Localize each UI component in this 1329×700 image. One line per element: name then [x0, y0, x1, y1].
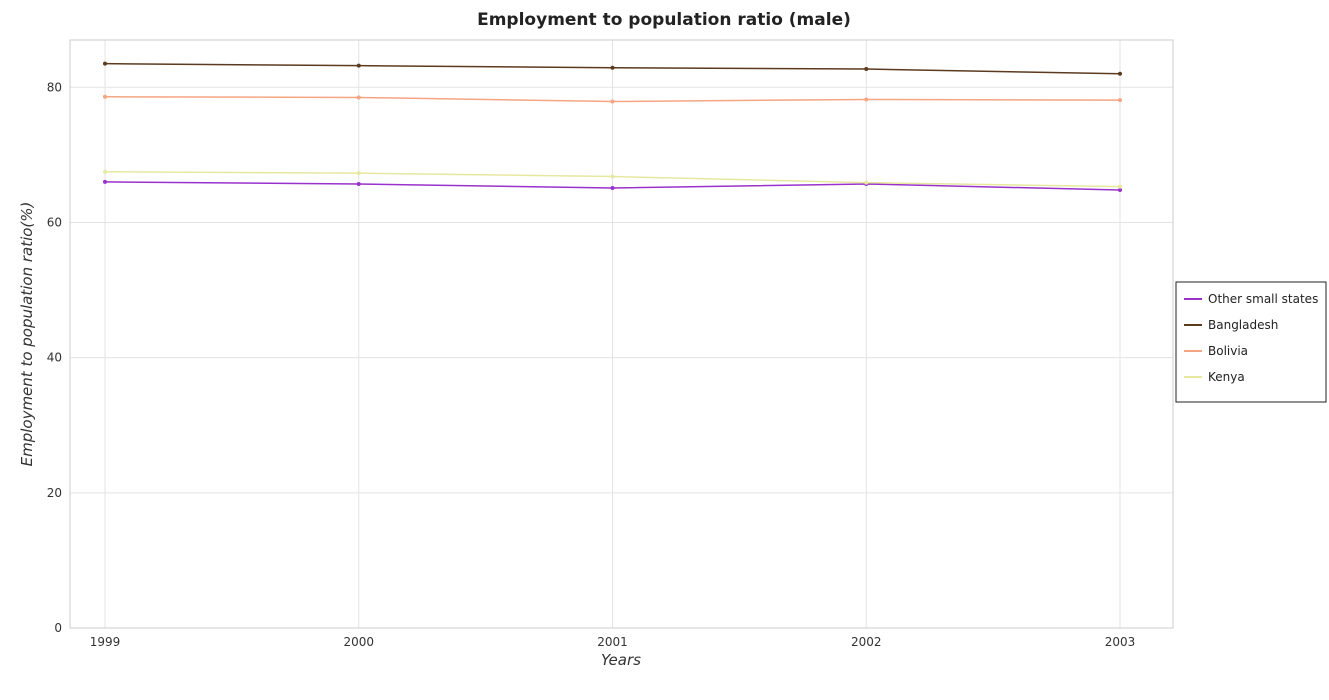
series-lines [103, 61, 1122, 193]
x-tick-label: 2000 [343, 635, 374, 649]
data-point [610, 186, 615, 191]
y-tick-label: 40 [47, 351, 62, 365]
x-tick-label: 2002 [851, 635, 882, 649]
legend-entry: Bolivia [1208, 344, 1248, 358]
legend: Other small states Bangladesh Bolivia Kenya [1175, 281, 1327, 403]
data-point [864, 180, 869, 185]
x-ticks: 1999 2000 2001 2002 2003 [90, 635, 1136, 649]
data-point [356, 181, 361, 186]
y-tick-label: 20 [47, 486, 62, 500]
data-point [356, 63, 361, 68]
y-axis-label: Employment to population ratio(%) [18, 202, 36, 467]
legend-box [1175, 281, 1327, 403]
data-point [103, 94, 107, 99]
data-point [103, 179, 107, 184]
data-point [356, 171, 361, 176]
x-tick-label: 2003 [1105, 635, 1136, 649]
legend-entry: Kenya [1208, 370, 1245, 384]
data-point [1118, 184, 1122, 189]
y-ticks: 0 20 40 60 80 [47, 80, 62, 635]
data-point [1118, 188, 1122, 193]
data-point [610, 99, 615, 104]
legend-entry: Bangladesh [1208, 318, 1278, 332]
data-point [864, 97, 869, 102]
plot-frame [69, 39, 1174, 629]
data-point [610, 65, 615, 70]
data-point [1118, 98, 1122, 103]
data-point [1118, 71, 1122, 76]
x-tick-label: 1999 [90, 635, 121, 649]
data-point [356, 95, 361, 100]
chart-title: Employment to population ratio (male) [477, 10, 851, 30]
x-tick-label: 2001 [597, 635, 628, 649]
grid [70, 40, 1173, 629]
y-tick-label: 60 [47, 215, 62, 229]
data-point [864, 67, 869, 72]
data-point [610, 174, 615, 179]
data-point [103, 169, 107, 174]
y-tick-label: 80 [47, 80, 62, 94]
data-point [103, 61, 107, 66]
y-tick-label: 0 [54, 621, 62, 635]
x-axis-label: Years [601, 651, 641, 669]
legend-entry: Other small states [1208, 292, 1318, 306]
